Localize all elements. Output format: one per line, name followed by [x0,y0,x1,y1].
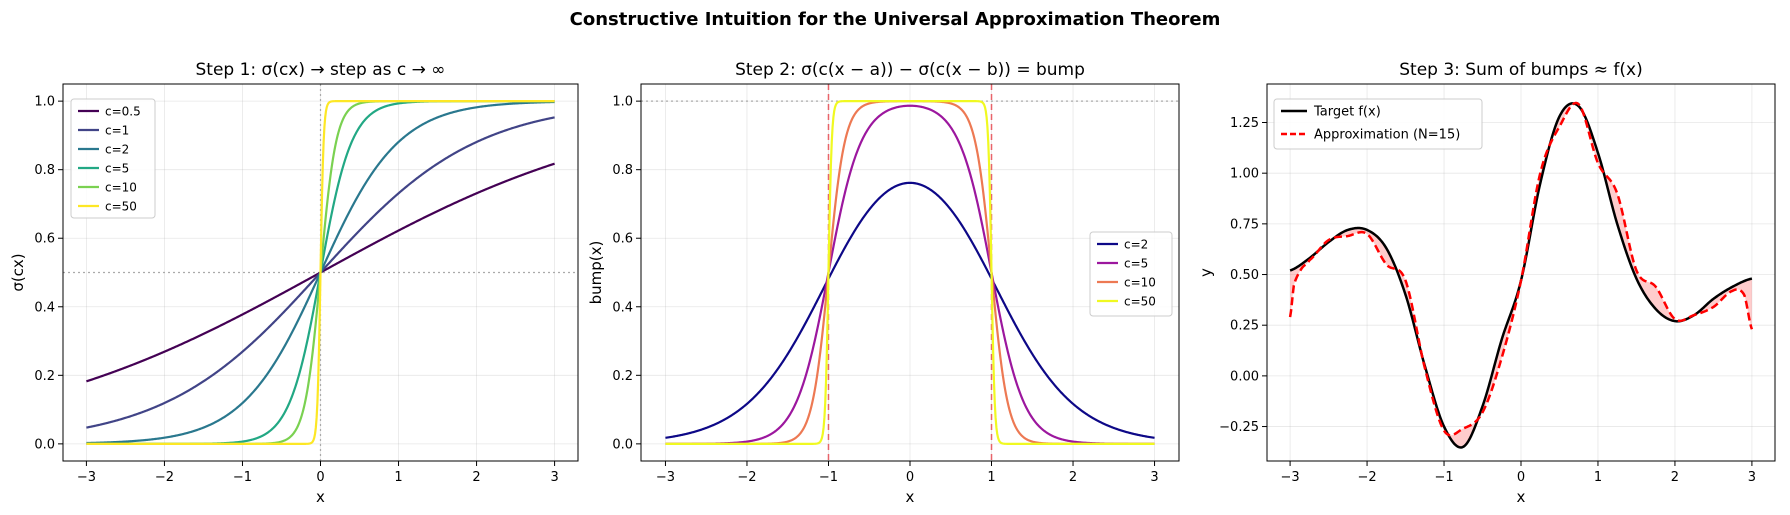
y-tick-label: 0.6 [34,232,55,247]
panel-title: Step 2: σ(c(x − a)) − σ(c(x − b)) = bump [735,60,1085,80]
y-tick-label: 1.0 [612,95,633,110]
series-line-approximation [1288,101,1754,437]
legend-box [1273,98,1483,150]
y-tick-label: 0.8 [34,163,55,178]
y-tick-label: −0.25 [1219,420,1259,435]
y-tick-label: 1.00 [1230,167,1259,182]
y-axis-label: y [1197,268,1215,277]
y-axis-label: bump(x) [587,241,605,305]
y-tick-label: 1.25 [1230,116,1259,131]
plot-frame [1266,83,1776,462]
y-tick-label: 0.00 [1230,369,1259,384]
x-tick-label: 0 [1517,470,1525,485]
legend-label: c=5 [105,162,129,176]
y-tick-label: 0.2 [612,369,633,384]
x-axis-label: x [906,488,915,506]
plot-frame [62,83,579,462]
x-axis-label: x [316,488,325,506]
y-tick-label: 0.2 [34,369,55,384]
legend-box [70,98,156,219]
panel-title: Step 1: σ(cx) → step as c → ∞ [196,60,446,80]
x-tick-label: −3 [656,470,675,485]
legend-label: c=10 [105,181,137,195]
y-tick-label: 0.6 [612,232,633,247]
x-tick-label: −3 [1281,470,1300,485]
legend-label: c=50 [1124,295,1156,309]
panel-title: Step 3: Sum of bumps ≈ f(x) [1399,60,1643,80]
legend-label: Target f(x) [1313,105,1381,120]
figure-suptitle: Constructive Intuition for the Universal… [570,9,1221,30]
y-tick-label: 0.75 [1230,217,1259,232]
x-tick-label: 0 [316,470,324,485]
y-tick-label: 0.8 [612,163,633,178]
x-tick-label: 2 [1069,470,1077,485]
y-tick-label: 0.0 [612,437,633,452]
panel-step2: Step 2: σ(c(x − a)) − σ(c(x − b)) = bump… [587,60,1180,506]
legend-label: c=1 [105,124,129,138]
x-tick-label: 3 [550,470,558,485]
x-tick-label: −2 [737,470,756,485]
y-tick-label: 0.50 [1230,268,1259,283]
series-line-c-2 [665,181,1155,439]
legend-label: c=5 [1124,257,1148,271]
x-tick-label: 1 [394,470,402,485]
x-tick-label: 1 [1594,470,1602,485]
legend-label: c=10 [1124,276,1156,290]
x-tick-label: 2 [472,470,480,485]
panel-step3: Step 3: Sum of bumps ≈ f(x) −3 −2 −1 0 1 2 3 −0.… [1197,60,1776,506]
y-tick-label: 0.0 [34,437,55,452]
series-line-c-5 [665,104,1155,445]
y-tick-label: 0.25 [1230,319,1259,334]
legend-label: c=2 [1124,238,1148,252]
x-tick-label: −2 [155,470,174,485]
x-tick-label: −1 [819,470,838,485]
legend-label: c=2 [105,143,129,157]
x-tick-label: −1 [1434,470,1453,485]
x-tick-label: 0 [906,470,914,485]
series-line-c-50 [665,100,1155,445]
series-line-c-50 [86,100,555,445]
x-tick-label: 3 [1150,470,1158,485]
legend: c=2 c=5 c=10 c=50 [1089,231,1173,317]
panel-step1: Step 1: σ(cx) → step as c → ∞ −3 −2 −1 0 1 2 3 0… [9,60,579,506]
x-tick-label: 1 [987,470,995,485]
legend-box [1089,231,1173,317]
x-tick-label: −1 [233,470,252,485]
x-tick-label: −2 [1357,470,1376,485]
legend: c=0.5 c=1 c=2 c=5 c=10 c=50 [70,98,156,219]
x-tick-label: 2 [1671,470,1679,485]
y-tick-label: 0.4 [34,300,55,315]
x-tick-label: 3 [1748,470,1756,485]
y-axis-label: σ(cx) [9,253,27,291]
x-tick-label: −3 [77,470,96,485]
x-axis-label: x [1517,488,1526,506]
legend: Target f(x) Approximation (N=15) [1273,98,1483,150]
legend-label: c=0.5 [105,105,141,119]
legend-label: c=50 [105,200,137,214]
legend-label: Approximation (N=15) [1314,128,1460,143]
plot-frame [640,83,1180,462]
y-tick-label: 0.4 [612,300,633,315]
y-tick-label: 1.0 [34,95,55,110]
